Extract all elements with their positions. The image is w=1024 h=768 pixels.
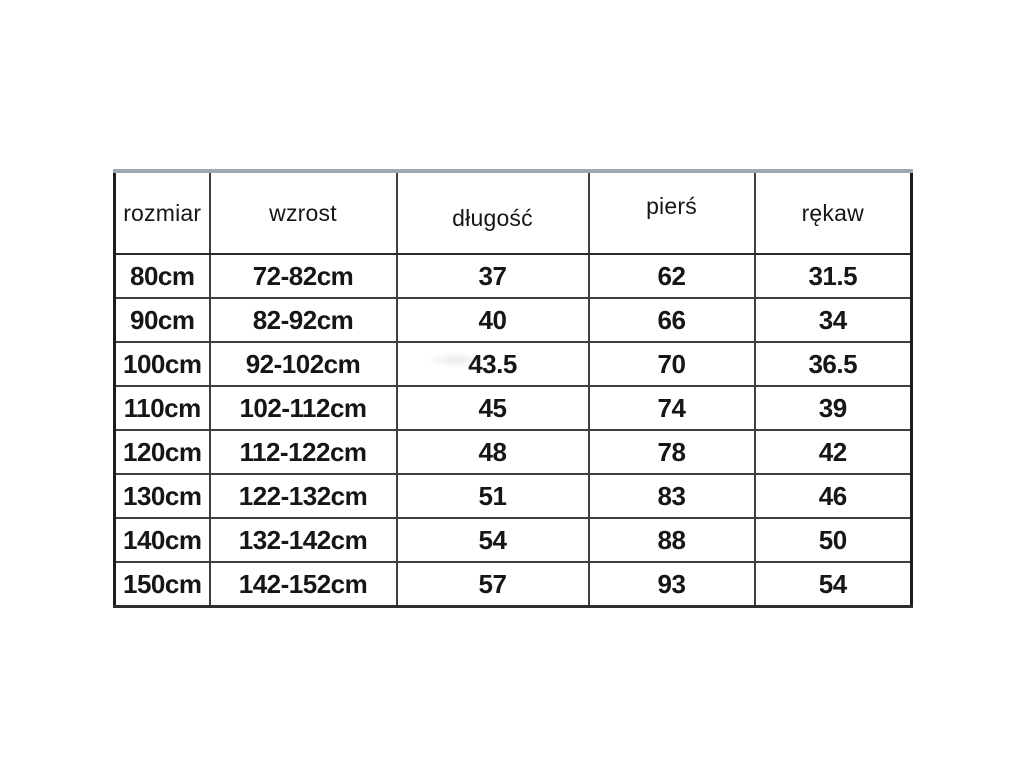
header-cell: pierś [587,170,756,255]
table-cell: 43.5 [395,341,590,387]
table-cell: 82-92cm [208,297,398,343]
table-cell: 88 [587,517,756,563]
table-row: 90cm 82-92cm 40 66 34 [113,297,913,343]
table-cell: 46 [753,473,913,519]
table-row: 130cm 122-132cm 51 83 46 [113,473,913,519]
header-cell: długość [395,170,590,255]
table-cell: 140cm [113,517,211,563]
table-cell: 120cm [113,429,211,475]
table-cell: 90cm [113,297,211,343]
table-cell: 34 [753,297,913,343]
table-row: 140cm 132-142cm 54 88 50 [113,517,913,563]
table-cell: 50 [753,517,913,563]
table-cell: 83 [587,473,756,519]
table-cell: 45 [395,385,590,431]
size-chart-table: rozmiar wzrost długość pierś rękaw 80cm 72-82… [113,169,913,608]
table-row: 120cm 112-122cm 48 78 42 [113,429,913,475]
size-chart-body: 80cm 72-82cm 37 62 31.5 90cm 82-92cm 40 66 34 100c… [113,253,913,608]
table-cell: 54 [753,561,913,608]
table-cell: 92-102cm [208,341,398,387]
table-cell: 40 [395,297,590,343]
table-cell: 74 [587,385,756,431]
table-cell: 51 [395,473,590,519]
header-row: rozmiar wzrost długość pierś rękaw [113,170,913,255]
table-cell: 62 [587,253,756,299]
table-cell: 122-132cm [208,473,398,519]
header-cell: rozmiar [113,170,211,255]
table-cell: 110cm [113,385,211,431]
table-cell: 39 [753,385,913,431]
table-row: 150cm 142-152cm 57 93 54 [113,561,913,608]
table-row: 100cm 92-102cm 43.5 70 36.5 [113,341,913,387]
table-cell: 57 [395,561,590,608]
table-cell: 48 [395,429,590,475]
table-cell: 37 [395,253,590,299]
table-cell: 36.5 [753,341,913,387]
table-cell: 93 [587,561,756,608]
table-cell: 102-112cm [208,385,398,431]
table-cell: 112-122cm [208,429,398,475]
table-cell: 78 [587,429,756,475]
table-cell: 150cm [113,561,211,608]
table-cell: 80cm [113,253,211,299]
table-cell: 132-142cm [208,517,398,563]
table-cell: 70 [587,341,756,387]
size-chart-header: rozmiar wzrost długość pierś rękaw [113,170,913,255]
table-cell: 142-152cm [208,561,398,608]
table-cell: 100cm [113,341,211,387]
header-cell: rękaw [753,170,913,255]
table-cell: 54 [395,517,590,563]
table-cell: 72-82cm [208,253,398,299]
table-row: 110cm 102-112cm 45 74 39 [113,385,913,431]
header-cell: wzrost [208,170,398,255]
table-cell: 66 [587,297,756,343]
table-cell: 31.5 [753,253,913,299]
table-cell: 130cm [113,473,211,519]
table-cell: 42 [753,429,913,475]
table-row: 80cm 72-82cm 37 62 31.5 [113,253,913,299]
